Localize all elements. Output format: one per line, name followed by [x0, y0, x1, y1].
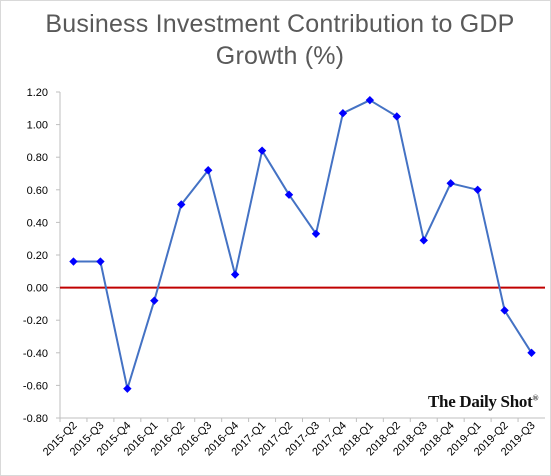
series-layer — [69, 95, 536, 393]
data-point-marker — [419, 236, 428, 245]
y-tick-label: 0.60 — [27, 185, 48, 197]
data-point-marker — [392, 112, 402, 121]
data-point-marker — [123, 384, 132, 393]
data-point-marker — [230, 270, 240, 279]
y-tick-label: -0.80 — [23, 413, 48, 425]
data-point-marker — [177, 200, 186, 209]
data-point-marker — [365, 95, 375, 105]
data-point-marker — [96, 257, 105, 266]
logo-text: The Daily Shot — [428, 392, 533, 411]
chart-title-line-1: Business Investment Contribution to GDP — [45, 10, 515, 38]
series-line — [73, 99, 533, 390]
the-daily-shot-logo: The Daily Shot® — [428, 392, 538, 412]
data-point-marker — [473, 185, 482, 194]
chart-title: Business Investment Contribution to GDP … — [20, 8, 540, 72]
data-point-marker — [446, 179, 455, 188]
data-point-marker — [69, 257, 78, 266]
y-tick-label: 0.20 — [27, 250, 48, 262]
y-tick-label: 0.40 — [27, 217, 48, 229]
y-tick-label: 0.00 — [27, 283, 48, 295]
data-point-marker — [338, 108, 348, 118]
registered-mark: ® — [532, 393, 539, 403]
data-point-marker — [311, 229, 321, 239]
y-tick-label: 0.80 — [27, 152, 48, 164]
data-point-marker — [257, 146, 267, 155]
y-tick-label: 1.00 — [27, 120, 48, 132]
data-point-marker — [500, 306, 509, 315]
y-tick-label: 1.20 — [27, 87, 48, 99]
data-point-marker — [527, 348, 536, 357]
y-tick-label: -0.20 — [23, 315, 48, 327]
y-tick-label: -0.60 — [23, 380, 48, 392]
data-point-marker — [284, 190, 294, 199]
chart-title-line-2: Growth (%) — [215, 42, 345, 70]
data-point-marker — [203, 166, 213, 175]
data-point-marker — [150, 296, 159, 305]
y-tick-label: -0.40 — [23, 348, 48, 360]
